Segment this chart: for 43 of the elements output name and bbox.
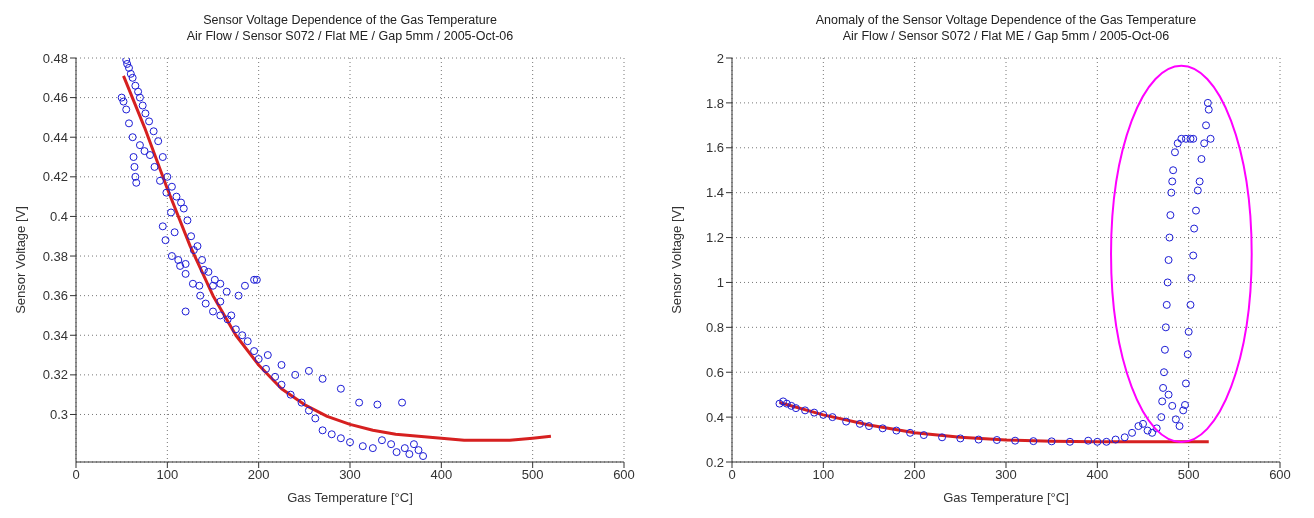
x-tick-label: 500 xyxy=(1177,467,1200,483)
y-tick-label: 0.3 xyxy=(49,407,68,423)
chart-subtitle: Air Flow / Sensor S072 / Flat ME / Gap 5mm / 2005-Oct-06 xyxy=(185,28,515,44)
y-tick-label: 1 xyxy=(716,275,724,291)
x-tick-label: 0 xyxy=(728,467,736,483)
y-tick-label: 1.4 xyxy=(705,185,724,201)
y-tick-label: 0.6 xyxy=(705,364,724,380)
chart-title: Sensor Voltage Dependence of the Gas Temperature xyxy=(202,12,498,28)
y-tick-label: 1.6 xyxy=(705,140,724,156)
x-tick-label: 500 xyxy=(521,467,544,483)
y-tick-label: 0.34 xyxy=(42,327,68,343)
y-tick-label: 1.2 xyxy=(705,230,724,246)
y-tick-label: 0.42 xyxy=(42,169,68,185)
x-tick-label: 100 xyxy=(812,467,835,483)
y-tick-label: 0.8 xyxy=(705,319,724,335)
y-tick-label: 2 xyxy=(716,50,724,66)
x-tick-label: 400 xyxy=(1086,467,1109,483)
y-tick-label: 0.44 xyxy=(42,129,68,145)
x-tick-label: 200 xyxy=(903,467,926,483)
y-tick-label: 0.38 xyxy=(42,248,68,264)
y-tick-label: 0.4 xyxy=(705,409,724,425)
x-tick-label: 200 xyxy=(247,467,270,483)
chart-subtitle: Air Flow / Sensor S072 / Flat ME / Gap 5mm / 2005-Oct-06 xyxy=(841,28,1171,44)
y-tick-label: 0.32 xyxy=(42,367,68,383)
y-tick-label: 0.2 xyxy=(705,454,724,470)
y-tick-label: 0.46 xyxy=(42,90,68,106)
y-axis-title: Sensor Voltage [V] xyxy=(668,206,684,314)
x-tick-label: 600 xyxy=(1269,467,1291,483)
y-tick-label: 0.36 xyxy=(42,288,68,304)
x-tick-label: 600 xyxy=(613,467,635,483)
x-axis-title: Gas Temperature [°C] xyxy=(943,490,1069,505)
y-tick-label: 1.8 xyxy=(705,95,724,111)
x-axis-title: Gas Temperature [°C] xyxy=(287,490,413,505)
y-axis-title: Sensor Voltage [V] xyxy=(12,206,28,314)
x-tick-label: 100 xyxy=(156,467,179,483)
line-series xyxy=(121,74,553,442)
chart-title: Anomaly of the Sensor Voltage Dependence of the Gas Temperature xyxy=(814,12,1198,28)
x-tick-label: 400 xyxy=(430,467,453,483)
x-tick-label: 0 xyxy=(72,467,80,483)
y-tick-label: 0.4 xyxy=(49,209,68,225)
x-tick-label: 300 xyxy=(339,467,361,483)
x-tick-label: 300 xyxy=(995,467,1017,483)
y-tick-label: 0.48 xyxy=(42,50,68,66)
